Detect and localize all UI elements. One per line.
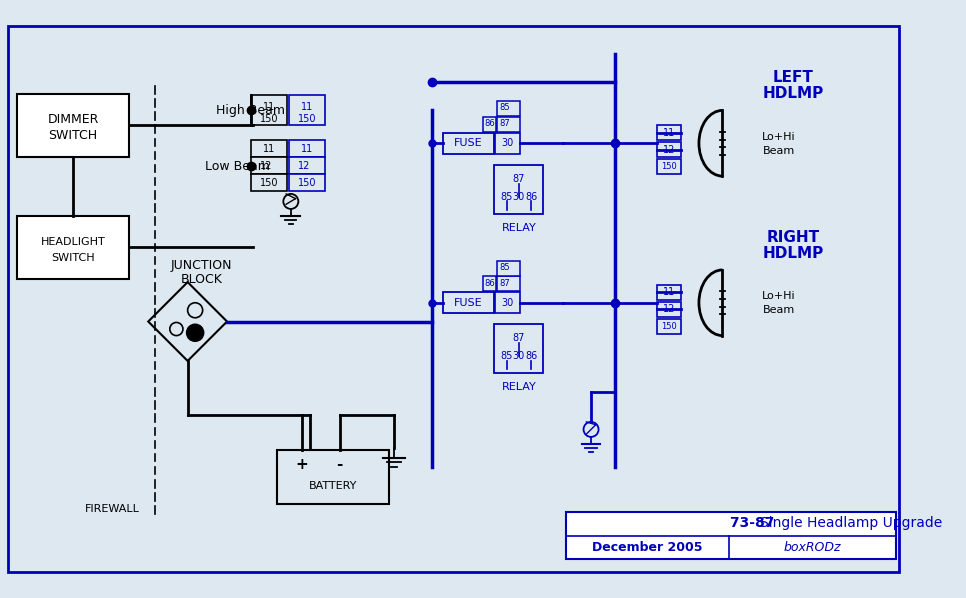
Text: RELAY: RELAY: [501, 222, 536, 233]
Bar: [497, 117, 520, 132]
Text: 86: 86: [484, 279, 496, 288]
Text: 11: 11: [663, 288, 675, 297]
Text: 73-87: 73-87: [730, 516, 780, 530]
Text: BLOCK: BLOCK: [181, 273, 222, 286]
Text: 30: 30: [513, 192, 525, 202]
Text: 30: 30: [501, 298, 514, 308]
Text: +: +: [296, 457, 308, 472]
Bar: [277, 450, 389, 505]
Text: 11: 11: [263, 144, 275, 154]
Text: 85: 85: [499, 263, 510, 271]
Bar: [497, 276, 520, 291]
Text: 86: 86: [525, 192, 537, 202]
Bar: [497, 261, 520, 276]
Text: FIREWALL: FIREWALL: [85, 504, 140, 514]
Text: 12: 12: [298, 161, 310, 171]
Text: Beam: Beam: [762, 146, 795, 155]
Text: RIGHT: RIGHT: [766, 230, 819, 245]
Text: 150: 150: [298, 114, 316, 124]
Bar: [657, 285, 681, 300]
Bar: [251, 174, 287, 191]
Text: 11: 11: [300, 102, 313, 112]
Text: FUSE: FUSE: [454, 298, 482, 308]
Bar: [496, 292, 520, 313]
Text: 150: 150: [298, 178, 316, 188]
Bar: [566, 512, 895, 559]
Text: 87: 87: [499, 119, 510, 128]
Text: LEFT: LEFT: [773, 70, 813, 85]
Text: HDLMP: HDLMP: [762, 246, 823, 261]
Text: boxRODz: boxRODz: [783, 541, 841, 554]
Text: JUNCTION: JUNCTION: [171, 259, 233, 271]
Text: 12: 12: [663, 145, 675, 155]
Bar: [251, 96, 287, 126]
Text: 150: 150: [661, 162, 677, 171]
Text: -: -: [336, 457, 343, 472]
Bar: [483, 117, 497, 132]
Bar: [657, 319, 681, 334]
Text: HDLMP: HDLMP: [762, 86, 823, 101]
Text: 11: 11: [300, 144, 313, 154]
Text: Lo+Hi: Lo+Hi: [762, 132, 796, 142]
Bar: [496, 133, 520, 154]
Bar: [657, 142, 681, 157]
Text: 86: 86: [525, 351, 537, 361]
Text: 86: 86: [484, 119, 496, 128]
Text: 85: 85: [499, 103, 510, 112]
Bar: [495, 324, 543, 373]
Text: BATTERY: BATTERY: [309, 481, 357, 491]
Bar: [483, 276, 497, 291]
Bar: [289, 157, 325, 174]
Bar: [289, 96, 325, 126]
Text: 11: 11: [263, 102, 275, 112]
Text: 12: 12: [663, 304, 675, 315]
Text: RELAY: RELAY: [501, 382, 536, 392]
Text: DIMMER: DIMMER: [47, 113, 99, 126]
Text: 150: 150: [260, 178, 278, 188]
Text: 11: 11: [663, 128, 675, 138]
Text: Beam: Beam: [762, 305, 795, 315]
Text: Low Beam: Low Beam: [205, 160, 270, 173]
Text: FUSE: FUSE: [454, 138, 482, 148]
Bar: [289, 141, 325, 157]
Text: 87: 87: [499, 279, 510, 288]
Text: 12: 12: [260, 161, 272, 171]
Circle shape: [186, 324, 204, 341]
Bar: [657, 302, 681, 317]
Text: SWITCH: SWITCH: [48, 129, 98, 142]
Bar: [442, 292, 495, 313]
Bar: [497, 101, 520, 116]
Bar: [442, 133, 495, 154]
Bar: [16, 215, 129, 279]
Text: 87: 87: [513, 334, 525, 343]
Bar: [251, 141, 287, 157]
Text: SWITCH: SWITCH: [51, 253, 95, 263]
Text: 30: 30: [513, 351, 525, 361]
Text: Lo+Hi: Lo+Hi: [762, 291, 796, 301]
Text: 150: 150: [260, 114, 278, 124]
Text: HEADLIGHT: HEADLIGHT: [41, 237, 105, 247]
Text: 85: 85: [500, 192, 513, 202]
Bar: [289, 174, 325, 191]
Bar: [251, 157, 287, 174]
Bar: [657, 159, 681, 174]
Text: 85: 85: [500, 351, 513, 361]
Text: 150: 150: [661, 322, 677, 331]
Bar: [16, 93, 129, 157]
Bar: [657, 126, 681, 141]
Text: Single Headlamp Upgrade: Single Headlamp Upgrade: [760, 516, 942, 530]
Text: December 2005: December 2005: [592, 541, 702, 554]
Text: 87: 87: [513, 174, 525, 184]
Bar: [495, 165, 543, 213]
Text: High Beam: High Beam: [215, 104, 285, 117]
Text: 30: 30: [501, 138, 514, 148]
